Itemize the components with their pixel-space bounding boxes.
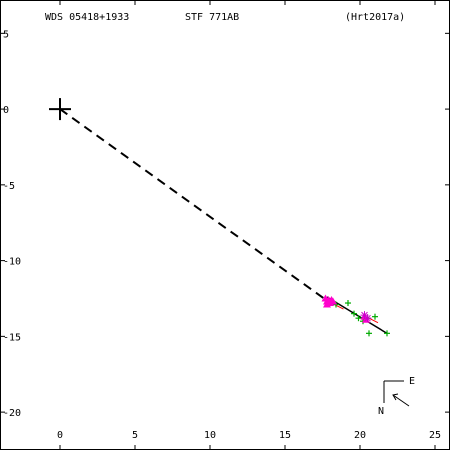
x-tick-label: 15 [279,430,291,441]
triangle-marker [329,297,337,305]
plus-marker [384,330,390,337]
header-right: (Hrt2017a) [345,12,405,23]
y-tick-label: -20 [3,408,21,419]
triangle-marker [323,300,331,308]
orbit-lines [59,108,388,334]
compass: E N [378,376,415,417]
compass-east-label: E [409,376,415,387]
header-center: STF 771AB [185,12,239,23]
plus-marker [351,310,357,317]
y-tick-label: 0 [3,105,9,116]
orbit-line [326,296,388,334]
plus-marker [355,315,362,322]
motion-arrow-head [392,393,399,401]
plus-marker [372,313,378,320]
y-tick-label: -15 [3,332,21,343]
star-marker-d2 [364,314,371,322]
star-marker-d2 [361,311,368,319]
x-tick-label: 25 [429,430,441,441]
x-tick-label: 0 [57,430,63,441]
plus-marker [345,300,351,307]
motion-arrow-line [392,394,410,407]
dashed-separation-line [59,108,325,300]
compass-north-label: N [378,406,384,417]
x-tick-label: 20 [354,430,366,441]
y-tick-label: 5 [3,29,9,40]
y-tick-label: -5 [3,181,15,192]
x-tick-label: 10 [204,430,216,441]
y-tick-label: -10 [3,257,21,268]
data-marks [49,98,390,337]
plus-marker [366,330,372,337]
x-tick-label: 5 [132,430,138,441]
star-marker [363,314,372,323]
plus-marker [333,301,339,308]
header-left: WDS 05418+1933 [45,12,129,23]
